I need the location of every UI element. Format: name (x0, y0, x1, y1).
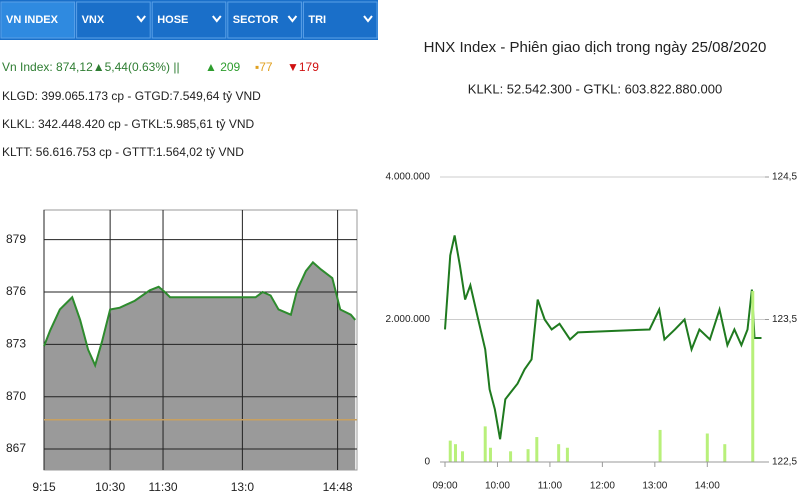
volume-bar (705, 433, 709, 462)
volume-bar (526, 449, 530, 462)
x-tick-label: 14:00 (695, 481, 720, 492)
area-fill (44, 262, 356, 470)
chart-title: HNX Index - Phiên giao dịch trong ngày 2… (424, 39, 767, 56)
index-line (444, 235, 762, 440)
tab-label[interactable]: HOSE (157, 14, 188, 26)
y-tick-label: 2.000.000 (386, 314, 431, 325)
volume-bar (723, 444, 727, 462)
tab[interactable] (227, 1, 302, 39)
tab-label[interactable]: VNX (82, 14, 105, 26)
volume-bar (565, 447, 569, 462)
x-tick-label: 10:30 (95, 480, 125, 494)
info-line: KLGD: 399.065.173 cp - GTGD:7.549,64 tỷ … (2, 89, 261, 103)
x-tick-label: 10:00 (485, 481, 510, 492)
volume-bar (460, 451, 464, 462)
decliners: ▼179 (287, 60, 319, 74)
volume-bar (658, 429, 662, 462)
volume-bar (453, 444, 457, 462)
x-tick-label: 12:00 (590, 481, 615, 492)
volume-bar (483, 426, 487, 462)
x-tick-label: 11:30 (148, 480, 177, 494)
volume-bar (751, 291, 755, 462)
tab-label[interactable]: VN INDEX (6, 14, 59, 26)
volume-bar (509, 451, 513, 462)
y-tick-label: 876 (6, 284, 26, 298)
index-summary: Vn Index: 874,12▲5,44(0.63%) || (2, 60, 180, 74)
y-tick-label: 4.000.000 (386, 172, 431, 183)
x-tick-label: 9:15 (32, 480, 56, 494)
x-tick-label: 13:0 (231, 480, 255, 494)
chart-subtitle: KLKL: 52.542.300 - GTKL: 603.822.880.000 (468, 81, 722, 96)
tab[interactable] (151, 1, 227, 39)
tab[interactable] (76, 1, 151, 39)
x-tick-label: 11:00 (538, 481, 563, 492)
tab[interactable] (302, 1, 378, 39)
info-line: KLTT: 56.616.753 cp - GTTT:1.564,02 tỷ V… (2, 145, 244, 159)
tab-arrow (136, 15, 146, 23)
volume-bar (488, 447, 492, 462)
tab[interactable] (0, 1, 76, 39)
y2-tick-label: 122,5 (772, 457, 797, 468)
volume-bar (535, 437, 539, 462)
tab-arrow (363, 15, 373, 23)
x-tick-label: 14:48 (323, 480, 353, 494)
y-tick-label: 867 (6, 441, 26, 455)
volume-bar (557, 444, 561, 462)
volume-bar (448, 440, 452, 462)
tab-arrow (287, 15, 298, 23)
x-tick-label: 13:00 (642, 481, 667, 492)
index-line (43, 260, 357, 369)
y-tick-label: 870 (6, 389, 26, 403)
unchanged: ▪77 (255, 60, 273, 74)
y-tick-label: 0 (424, 457, 430, 468)
x-tick-label: 09:00 (432, 481, 457, 492)
tab-label[interactable]: SECTOR (233, 14, 279, 26)
tab-label[interactable]: TRI (308, 14, 326, 26)
y2-tick-label: 124,5 (772, 172, 797, 183)
y-tick-label: 879 (6, 232, 26, 246)
y-tick-label: 873 (6, 337, 26, 351)
tab-arrow (212, 15, 222, 23)
y2-tick-label: 123,5 (772, 314, 797, 325)
info-line: KLKL: 342.448.420 cp - GTKL:5.985,61 tỷ … (2, 117, 254, 131)
advancers: ▲ 209 (205, 60, 241, 74)
